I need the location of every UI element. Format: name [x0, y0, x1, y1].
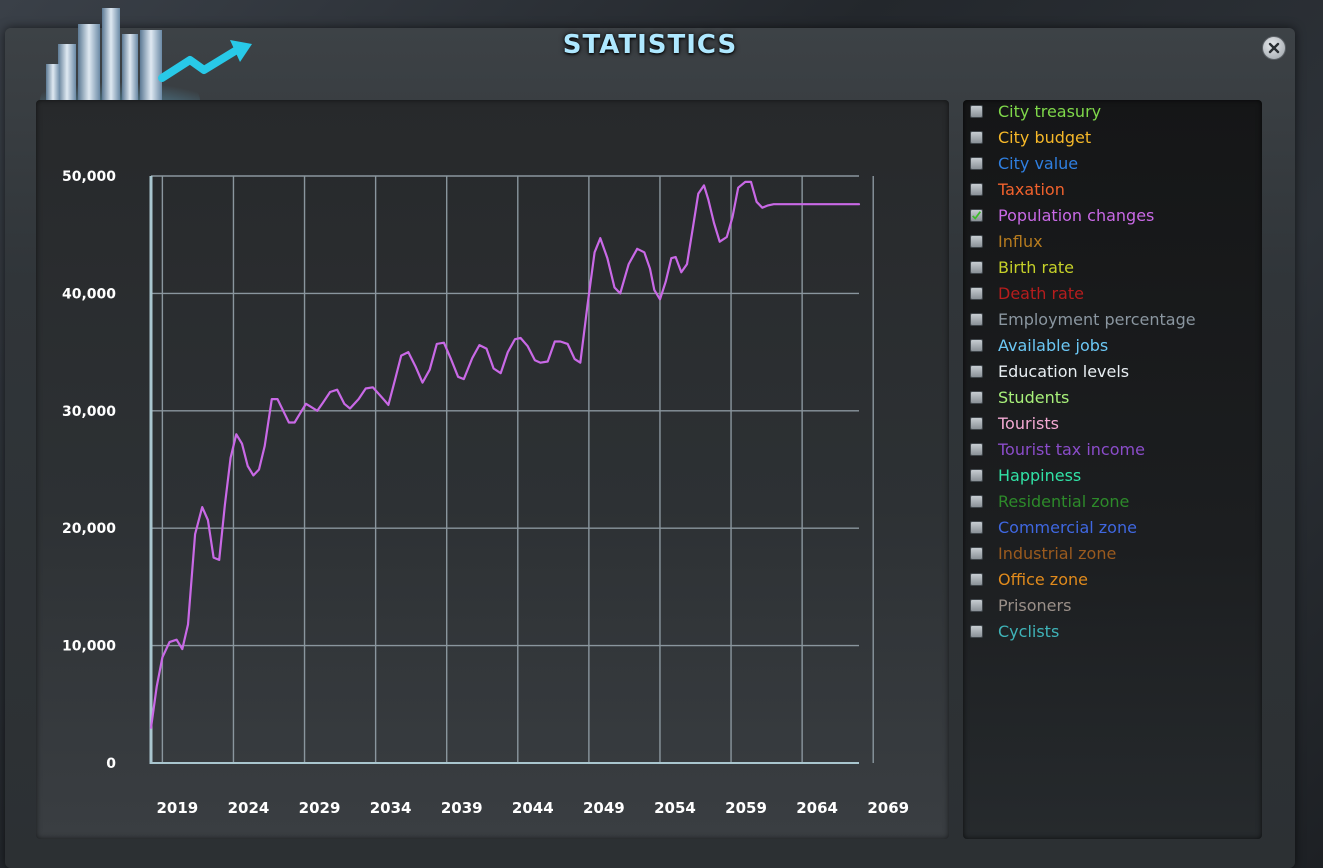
legend-item-office-zone[interactable]: Office zone: [969, 566, 1254, 592]
close-icon: [1268, 42, 1280, 54]
legend-checkbox[interactable]: [970, 182, 983, 196]
legend-item-commercial-zone[interactable]: Commercial zone: [969, 514, 1254, 540]
legend-panel: City treasury City budget City value Taxati…: [963, 100, 1262, 839]
legend-label: Available jobs: [998, 335, 1109, 355]
legend-item-education-levels[interactable]: Education levels: [969, 358, 1254, 384]
legend-label: Tourist tax income: [998, 439, 1145, 459]
x-tick-label: 2044: [512, 799, 554, 817]
x-tick-label: 2034: [370, 799, 412, 817]
legend-checkbox[interactable]: [970, 468, 983, 482]
legend-label: City treasury: [998, 101, 1102, 121]
legend-checkbox[interactable]: [970, 390, 983, 404]
y-tick-label: 10,000: [62, 639, 116, 655]
legend-checkbox[interactable]: [970, 520, 983, 534]
y-tick-label: 30,000: [62, 404, 116, 420]
legend-label: Death rate: [998, 283, 1084, 303]
legend-item-residential-zone[interactable]: Residential zone: [969, 488, 1254, 514]
close-button[interactable]: [1262, 36, 1286, 60]
legend-item-city-budget[interactable]: City budget: [969, 124, 1254, 150]
legend-checkbox[interactable]: [970, 598, 983, 612]
legend-checkbox[interactable]: [970, 546, 983, 560]
y-tick-label: 50,000: [62, 169, 116, 185]
x-tick-label: 2064: [796, 799, 838, 817]
legend-item-tourist-tax-income[interactable]: Tourist tax income: [969, 436, 1254, 462]
x-tick-label: 2029: [299, 799, 341, 817]
y-tick-label: 40,000: [62, 286, 116, 302]
series-line-0: [149, 180, 861, 729]
population-chart: 0 10,000 20,000 30,000 40,000 50,000 2019 2024 2…: [62, 169, 909, 817]
legend-item-death-rate[interactable]: Death rate: [969, 280, 1254, 306]
legend-checkbox[interactable]: [970, 442, 983, 456]
x-tick-label: 2059: [725, 799, 767, 817]
legend-checkbox[interactable]: [970, 338, 983, 352]
legend-item-happiness[interactable]: Happiness: [969, 462, 1254, 488]
legend-checkbox[interactable]: [970, 208, 983, 222]
chart-panel: 0 10,000 20,000 30,000 40,000 50,000 2019 2024 2…: [36, 100, 949, 839]
legend-label: Birth rate: [998, 257, 1074, 277]
x-tick-label: 2054: [654, 799, 696, 817]
legend-label: Employment percentage: [998, 309, 1196, 329]
legend-label: Students: [998, 387, 1070, 407]
legend-label: Residential zone: [998, 491, 1130, 511]
legend-label: Tourists: [998, 413, 1059, 433]
legend-label: Cyclists: [998, 621, 1060, 641]
legend-item-tourists[interactable]: Tourists: [969, 410, 1254, 436]
legend-checkbox[interactable]: [970, 156, 983, 170]
legend-label: Office zone: [998, 569, 1088, 589]
legend-label: City budget: [998, 127, 1092, 147]
legend-label: Commercial zone: [998, 517, 1137, 537]
legend-checkbox[interactable]: [970, 624, 983, 638]
legend-item-students[interactable]: Students: [969, 384, 1254, 410]
legend-checkbox[interactable]: [970, 104, 983, 118]
legend-label: Industrial zone: [998, 543, 1117, 563]
x-tick-label: 2019: [156, 799, 198, 817]
legend-item-birth-rate[interactable]: Birth rate: [969, 254, 1254, 280]
legend-item-population-changes[interactable]: Population changes: [969, 202, 1254, 228]
legend-item-city-treasury[interactable]: City treasury: [969, 98, 1254, 124]
legend-item-influx[interactable]: Influx: [969, 228, 1254, 254]
legend-item-taxation[interactable]: Taxation: [969, 176, 1254, 202]
legend-item-cyclists[interactable]: Cyclists: [969, 618, 1254, 644]
legend-checkbox[interactable]: [970, 234, 983, 248]
y-tick-label: 0: [106, 756, 116, 772]
legend-label: City value: [998, 153, 1079, 173]
legend-item-prisoners[interactable]: Prisoners: [969, 592, 1254, 618]
legend-item-industrial-zone[interactable]: Industrial zone: [969, 540, 1254, 566]
legend-checkbox[interactable]: [970, 130, 983, 144]
x-tick-label: 2049: [583, 799, 625, 817]
legend-checkbox[interactable]: [970, 572, 983, 586]
legend-checkbox[interactable]: [970, 364, 983, 378]
legend-item-available-jobs[interactable]: Available jobs: [969, 332, 1254, 358]
x-tick-label: 2024: [228, 799, 270, 817]
y-tick-label: 20,000: [62, 521, 116, 537]
legend-label: Influx: [998, 231, 1043, 251]
city-skyline-growth-icon: [40, 8, 252, 100]
x-tick-label: 2069: [867, 799, 909, 817]
legend-checkbox[interactable]: [970, 260, 983, 274]
window-title: STATISTICS: [562, 30, 738, 60]
legend-label: Taxation: [998, 179, 1065, 199]
legend-checkbox[interactable]: [970, 312, 983, 326]
legend-label: Population changes: [998, 205, 1155, 225]
legend-label: Happiness: [998, 465, 1082, 485]
legend-label: Education levels: [998, 361, 1130, 381]
legend-checkbox[interactable]: [970, 416, 983, 430]
checkmark-icon: [972, 210, 981, 220]
legend-item-city-value[interactable]: City value: [969, 150, 1254, 176]
x-tick-label: 2039: [441, 799, 483, 817]
legend-checkbox[interactable]: [970, 494, 983, 508]
legend-label: Prisoners: [998, 595, 1072, 615]
legend-item-employment-percentage[interactable]: Employment percentage: [969, 306, 1254, 332]
legend-checkbox[interactable]: [970, 286, 983, 300]
